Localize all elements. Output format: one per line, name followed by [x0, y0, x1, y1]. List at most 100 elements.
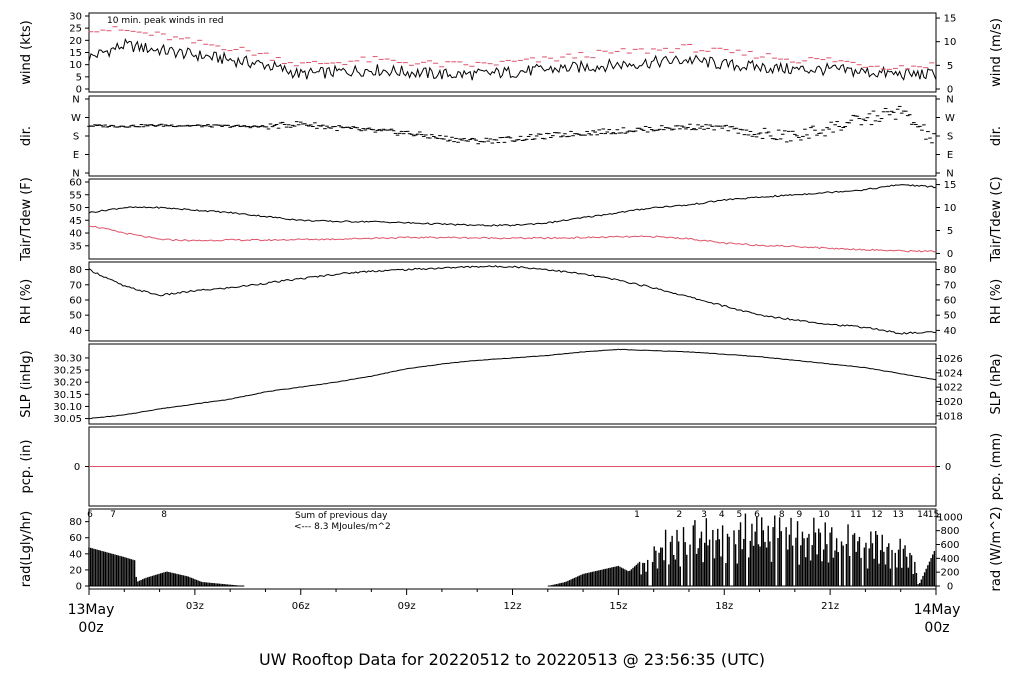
right-tick-label-2: 5 [947, 226, 953, 237]
right-tick-label-2: 0 [947, 249, 953, 260]
rad-hour-mark: 13 [892, 510, 903, 520]
right-tick-label-3: 70 [944, 280, 957, 291]
right-tick-label-2: 10 [944, 203, 957, 214]
y-axis-label-6: rad(Lgly/hr) [19, 511, 34, 587]
left-tick-label-2: 45 [69, 216, 82, 227]
right-tick-label-6: 600 [940, 540, 959, 551]
panel-frame-1 [88, 95, 937, 177]
right-tick-label-4: 1020 [937, 397, 962, 408]
x-tick-label: 03z [186, 601, 204, 612]
left-tick-label-6: 20 [69, 565, 82, 576]
rad-hour-mark: 6 [87, 510, 93, 520]
right-tick-label-4: 1024 [937, 368, 962, 379]
right-tick-label-4: 1026 [937, 354, 962, 365]
left-tick-label-4: 30.30 [53, 353, 82, 364]
left-tick-label-3: 40 [69, 326, 82, 337]
right-tick-label-3: 80 [944, 265, 957, 276]
y-axis-label-2: Tair/Tdew (F) [19, 177, 34, 262]
rad-hour-mark: 9 [796, 510, 802, 520]
right-tick-label-1: W [945, 113, 955, 124]
left-tick-label-1: S [73, 132, 79, 143]
left-tick-label-5: 0 [74, 462, 80, 473]
right-tick-label-1: S [947, 132, 953, 143]
y-axis-label-right-1: dir. [989, 126, 1004, 146]
x-tick-label: 21z [821, 601, 839, 612]
right-tick-label-6: 200 [940, 568, 959, 579]
right-tick-label-1: N [946, 169, 953, 180]
y-axis-label-right-0: wind (m/s) [989, 18, 1004, 87]
right-tick-label-6: 1000 [937, 512, 962, 523]
x-tick-label: 18z [715, 601, 733, 612]
right-tick-label-5: 0 [945, 462, 951, 473]
left-tick-label-4: 30.10 [53, 402, 82, 413]
left-tick-label-4: 30.20 [53, 378, 82, 389]
y-axis-label-3: RH (%) [19, 279, 34, 324]
left-tick-label-2: 40 [69, 229, 82, 240]
left-tick-label-3: 50 [69, 311, 82, 322]
rad-hour-mark: 3 [701, 510, 707, 520]
rad-hour-mark: 6 [754, 510, 760, 520]
y-axis-label-4: SLP (inHg) [19, 350, 34, 418]
right-tick-label-6: 400 [940, 554, 959, 565]
x-tick-label: 15z [609, 601, 627, 612]
left-tick-label-0: 10 [69, 60, 82, 71]
y-axis-label-0: wind (kts) [19, 20, 34, 84]
peak-note: 10 min. peak winds in red [107, 16, 224, 26]
rad-hour-mark: 8 [161, 510, 167, 520]
panel-frame-3 [88, 261, 937, 342]
y-axis-label-5: pcp. (in) [19, 440, 34, 494]
rh-series-line [88, 265, 936, 335]
right-tick-label-1: E [947, 150, 953, 161]
left-tick-label-0: 20 [69, 36, 82, 47]
left-tick-label-1: W [71, 113, 81, 124]
right-tick-label-6: 800 [940, 526, 959, 537]
left-tick-label-4: 30.25 [53, 366, 82, 377]
left-tick-label-0: 30 [69, 12, 82, 23]
slp-series-line [88, 348, 937, 420]
left-tick-label-2: 35 [69, 241, 82, 252]
rad-hour-mark: 2 [677, 510, 683, 520]
right-tick-label-1: N [946, 95, 953, 106]
start-date-label: 13May [68, 602, 115, 618]
rad-hour-mark: 15 [928, 510, 939, 520]
rad-hour-mark: 12 [871, 510, 882, 520]
rad-hour-mark: 14 [917, 510, 929, 520]
right-tick-label-0: 15 [944, 14, 957, 25]
right-tick-label-0: 5 [947, 61, 953, 72]
x-tick-label: 09z [398, 601, 416, 612]
right-tick-label-0: 0 [947, 85, 953, 96]
right-tick-label-4: 1018 [937, 411, 962, 422]
rad-hour-mark: 1 [634, 510, 640, 520]
y-axis-label-right-5: pcp. (mm) [989, 433, 1004, 500]
left-tick-label-2: 50 [69, 203, 82, 214]
left-tick-label-6: 0 [76, 582, 82, 593]
rad-hour-mark: 5 [736, 510, 742, 520]
x-tick-label: 06z [292, 601, 310, 612]
left-tick-label-4: 30.15 [53, 390, 82, 401]
y-axis-label-right-4: SLP (hPa) [989, 353, 1004, 414]
wind-series-line [88, 37, 937, 81]
chart-title: UW Rooftop Data for 20220512 to 20220513… [259, 650, 765, 669]
y-axis-label-right-3: RH (%) [989, 279, 1004, 324]
right-tick-label-6: 0 [947, 582, 953, 593]
left-tick-label-0: 0 [76, 85, 82, 96]
rad-hour-mark: 4 [719, 510, 725, 520]
left-tick-label-3: 70 [69, 280, 82, 291]
tair-series-line [88, 184, 937, 227]
left-tick-label-0: 25 [69, 24, 82, 35]
left-tick-label-1: N [72, 169, 79, 180]
rad-hour-mark: 10 [818, 510, 830, 520]
rad-hour-mark: 11 [850, 510, 861, 520]
left-tick-label-6: 80 [69, 517, 82, 528]
left-tick-label-2: 60 [69, 178, 82, 189]
left-tick-label-1: N [72, 95, 79, 106]
panel-frame-4 [88, 343, 937, 425]
end-time-label: 00z [924, 620, 949, 636]
right-tick-label-0: 10 [944, 37, 957, 48]
start-time-label: 00z [78, 620, 103, 636]
left-tick-label-4: 30.05 [53, 414, 82, 425]
tdew-series-line [88, 225, 937, 253]
right-tick-label-3: 60 [944, 295, 957, 306]
right-tick-label-3: 40 [944, 326, 957, 337]
